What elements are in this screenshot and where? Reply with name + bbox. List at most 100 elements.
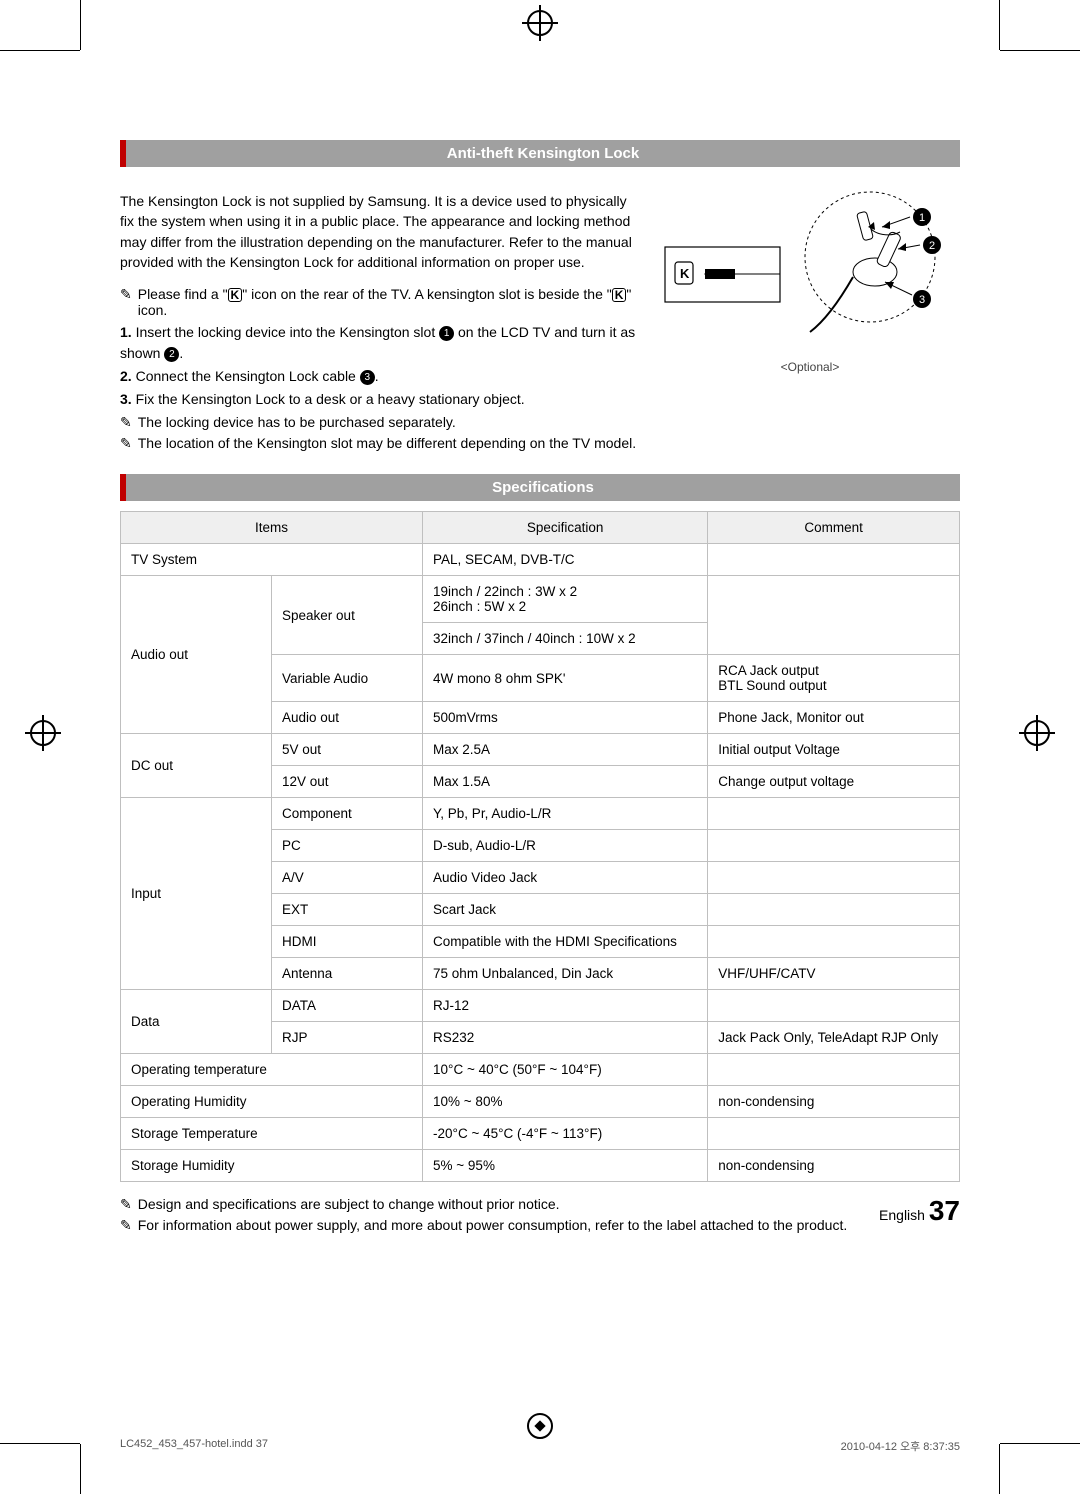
cell: 10°C ~ 40°C (50°F ~ 104°F) [423, 1054, 708, 1086]
note-text-part: Please find a " [138, 286, 228, 302]
table-row: Operating temperature 10°C ~ 40°C (50°F … [121, 1054, 960, 1086]
cell: D-sub, Audio-L/R [423, 830, 708, 862]
note-text: For information about power supply, and … [138, 1217, 848, 1233]
cell: Y, Pb, Pr, Audio-L/R [423, 798, 708, 830]
cell: 75 ohm Unbalanced, Din Jack [423, 958, 708, 990]
cell: Storage Temperature [121, 1118, 423, 1150]
cell: Data [121, 990, 272, 1054]
crop-mark [999, 0, 1000, 50]
cell: 10% ~ 80% [423, 1086, 708, 1118]
header-items: Items [121, 512, 423, 544]
cell: Speaker out [272, 576, 423, 655]
cell: EXT [272, 894, 423, 926]
cell: Audio out [272, 702, 423, 734]
cell [708, 1054, 960, 1086]
cell: 32inch / 37inch / 40inch : 10W x 2 [423, 623, 708, 655]
cell: DC out [121, 734, 272, 798]
cell [708, 1118, 960, 1150]
note-purchase: The locking device has to be purchased s… [120, 414, 640, 431]
slug-timestamp: 2010-04-12 오후 8:37:35 [841, 1438, 960, 1454]
header-comment: Comment [708, 512, 960, 544]
page-number-value: 37 [929, 1195, 960, 1226]
note-find-icon: Please find a "K" icon on the rear of th… [120, 286, 640, 318]
registration-mark-icon [30, 720, 56, 746]
step-text: Connect the Kensington Lock cable [136, 368, 360, 384]
registration-mark-icon [527, 10, 553, 36]
note-text: The location of the Kensington slot may … [138, 435, 636, 451]
marker-1-icon: 1 [439, 326, 454, 341]
header-spec: Specification [423, 512, 708, 544]
note-icon [120, 414, 132, 431]
cell: Jack Pack Only, TeleAdapt RJP Only [708, 1022, 960, 1054]
cell: 5V out [272, 734, 423, 766]
section-header-kensington: Anti-theft Kensington Lock [120, 140, 960, 167]
cell: Max 1.5A [423, 766, 708, 798]
cell: Operating temperature [121, 1054, 423, 1086]
cell: RJP [272, 1022, 423, 1054]
cell: 500mVrms [423, 702, 708, 734]
cell: Component [272, 798, 423, 830]
kensington-intro: The Kensington Lock is not supplied by S… [120, 191, 640, 272]
cell [708, 926, 960, 958]
cell: 4W mono 8 ohm SPK' [423, 655, 708, 702]
step-text: . [179, 345, 183, 361]
note-icon [120, 1217, 132, 1234]
note-icon [120, 1196, 132, 1213]
cell: non-condensing [708, 1086, 960, 1118]
slug-file: LC452_453_457-hotel.indd 37 [120, 1438, 268, 1454]
svg-text:K: K [680, 266, 690, 281]
table-row: TV System PAL, SECAM, DVB-T/C [121, 544, 960, 576]
cell [708, 894, 960, 926]
cell: PC [272, 830, 423, 862]
note-text: The locking device has to be purchased s… [138, 414, 456, 430]
kensington-icon: K [228, 288, 243, 302]
table-row: Storage Temperature -20°C ~ 45°C (-4°F ~… [121, 1118, 960, 1150]
page-number: English 37 [879, 1195, 960, 1227]
crop-mark [1000, 50, 1080, 51]
table-row: Audio out Speaker out 19inch / 22inch : … [121, 576, 960, 623]
cell: DATA [272, 990, 423, 1022]
cell: HDMI [272, 926, 423, 958]
note-text: Please find a "K" icon on the rear of th… [138, 286, 640, 318]
cell: Phone Jack, Monitor out [708, 702, 960, 734]
svg-text:2: 2 [929, 240, 935, 252]
cell [708, 990, 960, 1022]
table-row: Operating Humidity 10% ~ 80% non-condens… [121, 1086, 960, 1118]
marker-2-icon: 2 [164, 347, 179, 362]
cell: 5% ~ 95% [423, 1150, 708, 1182]
section-header-specifications: Specifications [120, 474, 960, 501]
step-text: Fix the Kensington Lock to a desk or a h… [136, 391, 525, 407]
cell: Initial output Voltage [708, 734, 960, 766]
cell: Compatible with the HDMI Specifications [423, 926, 708, 958]
cell [708, 544, 960, 576]
cell: non-condensing [708, 1150, 960, 1182]
cell [708, 830, 960, 862]
cell: Variable Audio [272, 655, 423, 702]
cell: A/V [272, 862, 423, 894]
page-lang: English [879, 1207, 925, 1223]
cell: PAL, SECAM, DVB-T/C [423, 544, 708, 576]
cell: -20°C ~ 45°C (-4°F ~ 113°F) [423, 1118, 708, 1150]
crop-mark [80, 1444, 81, 1494]
cell [708, 862, 960, 894]
cell: Audio out [121, 576, 272, 734]
registration-mark-icon [527, 1413, 553, 1439]
cell [708, 576, 960, 655]
table-header-row: Items Specification Comment [121, 512, 960, 544]
step-1: 1. Insert the locking device into the Ke… [120, 322, 640, 364]
step-text: Insert the locking device into the Kensi… [136, 324, 440, 340]
cell: Storage Humidity [121, 1150, 423, 1182]
cell: Audio Video Jack [423, 862, 708, 894]
note-text: Design and specifications are subject to… [138, 1196, 560, 1212]
page-content: Anti-theft Kensington Lock The Kensingto… [120, 140, 960, 1238]
cell: VHF/UHF/CATV [708, 958, 960, 990]
registration-mark-icon [1024, 720, 1050, 746]
table-row: Input Component Y, Pb, Pr, Audio-L/R [121, 798, 960, 830]
cell [708, 798, 960, 830]
table-row: DC out 5V out Max 2.5A Initial output Vo… [121, 734, 960, 766]
cell: Input [121, 798, 272, 990]
note-icon [120, 435, 132, 452]
crop-mark [1000, 1443, 1080, 1444]
table-row: Data DATA RJ-12 [121, 990, 960, 1022]
cell: 12V out [272, 766, 423, 798]
